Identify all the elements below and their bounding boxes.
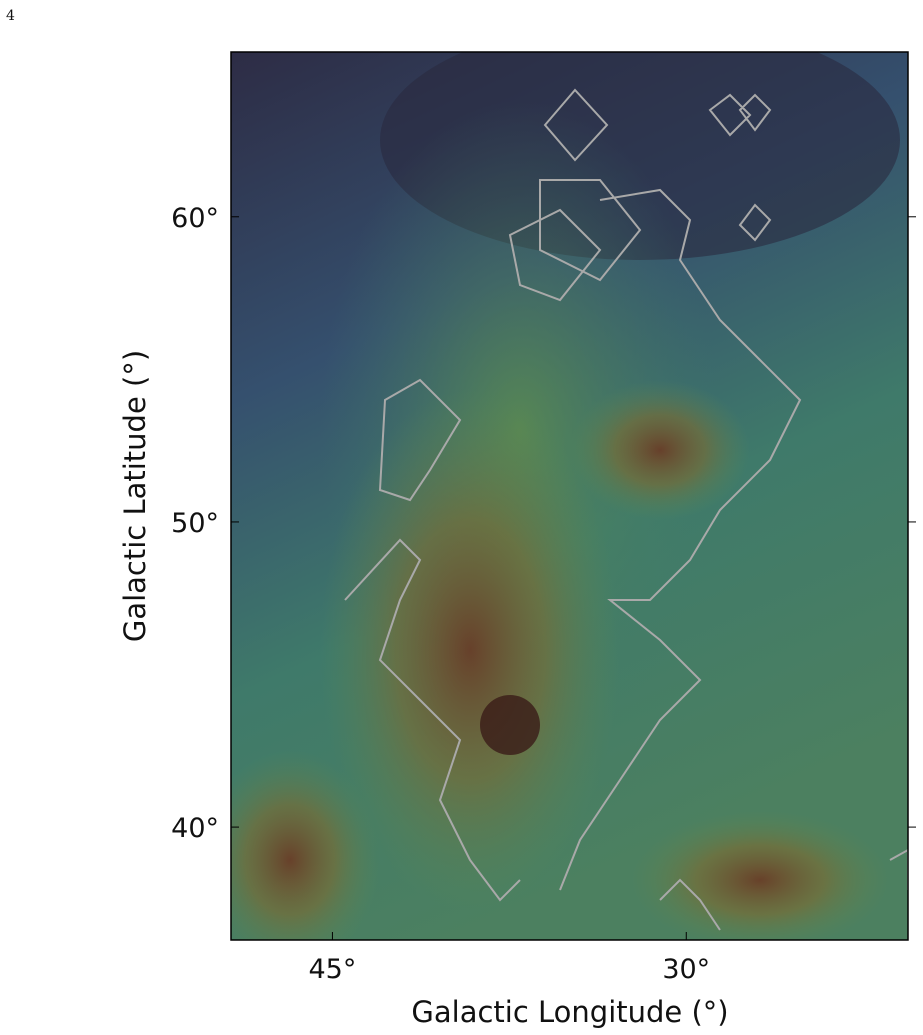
y-tick-label: 40° [171,813,219,844]
y-axis-label: Galactic Latitude (°) [118,350,152,642]
y-tick-label: 50° [171,508,219,539]
x-tick-label: 30° [662,954,710,985]
map [231,52,908,940]
y-tick-label: 60° [171,203,219,234]
frame [230,51,909,941]
x-axis-label: Galactic Longitude (°) [411,995,728,1029]
x-tick-label: 45° [309,954,357,985]
page-number: 4 [6,8,15,24]
